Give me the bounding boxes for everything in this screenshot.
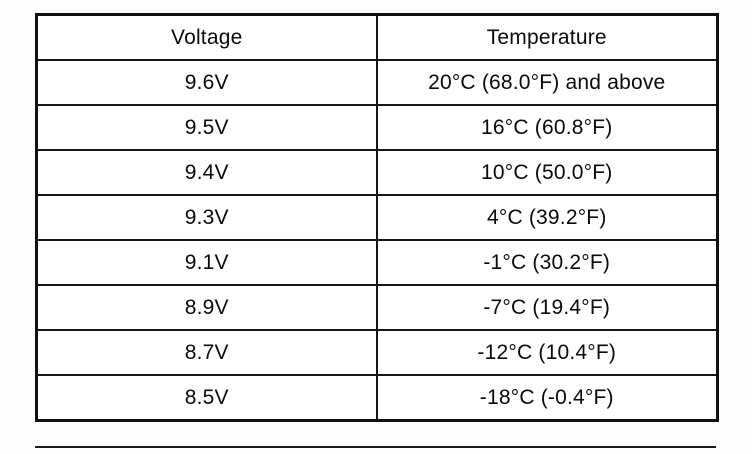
voltage-cell: 9.6V bbox=[35, 59, 378, 106]
table-row: 8.9V -7°C (19.4°F) bbox=[35, 284, 719, 331]
voltage-cell: 9.1V bbox=[35, 239, 378, 286]
temperature-cell: 20°C (68.0°F) and above bbox=[375, 59, 719, 106]
temperature-cell: -7°C (19.4°F) bbox=[375, 284, 719, 331]
table-row: 8.5V -18°C (-0.4°F) bbox=[35, 374, 719, 422]
temperature-cell: -1°C (30.2°F) bbox=[375, 239, 719, 286]
table-row: 8.7V -12°C (10.4°F) bbox=[35, 329, 719, 376]
temperature-column-header: Temperature bbox=[375, 13, 719, 61]
temperature-cell: 4°C (39.2°F) bbox=[375, 194, 719, 241]
temperature-cell: -12°C (10.4°F) bbox=[375, 329, 719, 376]
voltage-temperature-table: Voltage Temperature 9.6V 20°C (68.0°F) an… bbox=[35, 13, 719, 422]
voltage-cell: 8.7V bbox=[35, 329, 378, 376]
voltage-cell: 9.3V bbox=[35, 194, 378, 241]
table-body: 9.6V 20°C (68.0°F) and above 9.5V 16°C (60.… bbox=[35, 59, 719, 422]
voltage-cell: 9.4V bbox=[35, 149, 378, 196]
table-header-row: Voltage Temperature bbox=[35, 13, 719, 61]
temperature-cell: 10°C (50.0°F) bbox=[375, 149, 719, 196]
table-row: 9.4V 10°C (50.0°F) bbox=[35, 149, 719, 196]
voltage-column-header: Voltage bbox=[35, 13, 378, 61]
scan-artifact-line bbox=[35, 446, 716, 448]
table-row: 9.3V 4°C (39.2°F) bbox=[35, 194, 719, 241]
voltage-cell: 8.5V bbox=[35, 374, 378, 422]
table-row: 9.1V -1°C (30.2°F) bbox=[35, 239, 719, 286]
temperature-cell: -18°C (-0.4°F) bbox=[375, 374, 719, 422]
temperature-cell: 16°C (60.8°F) bbox=[375, 104, 719, 151]
table-row: 9.5V 16°C (60.8°F) bbox=[35, 104, 719, 151]
voltage-cell: 9.5V bbox=[35, 104, 378, 151]
table-row: 9.6V 20°C (68.0°F) and above bbox=[35, 59, 719, 106]
voltage-cell: 8.9V bbox=[35, 284, 378, 331]
